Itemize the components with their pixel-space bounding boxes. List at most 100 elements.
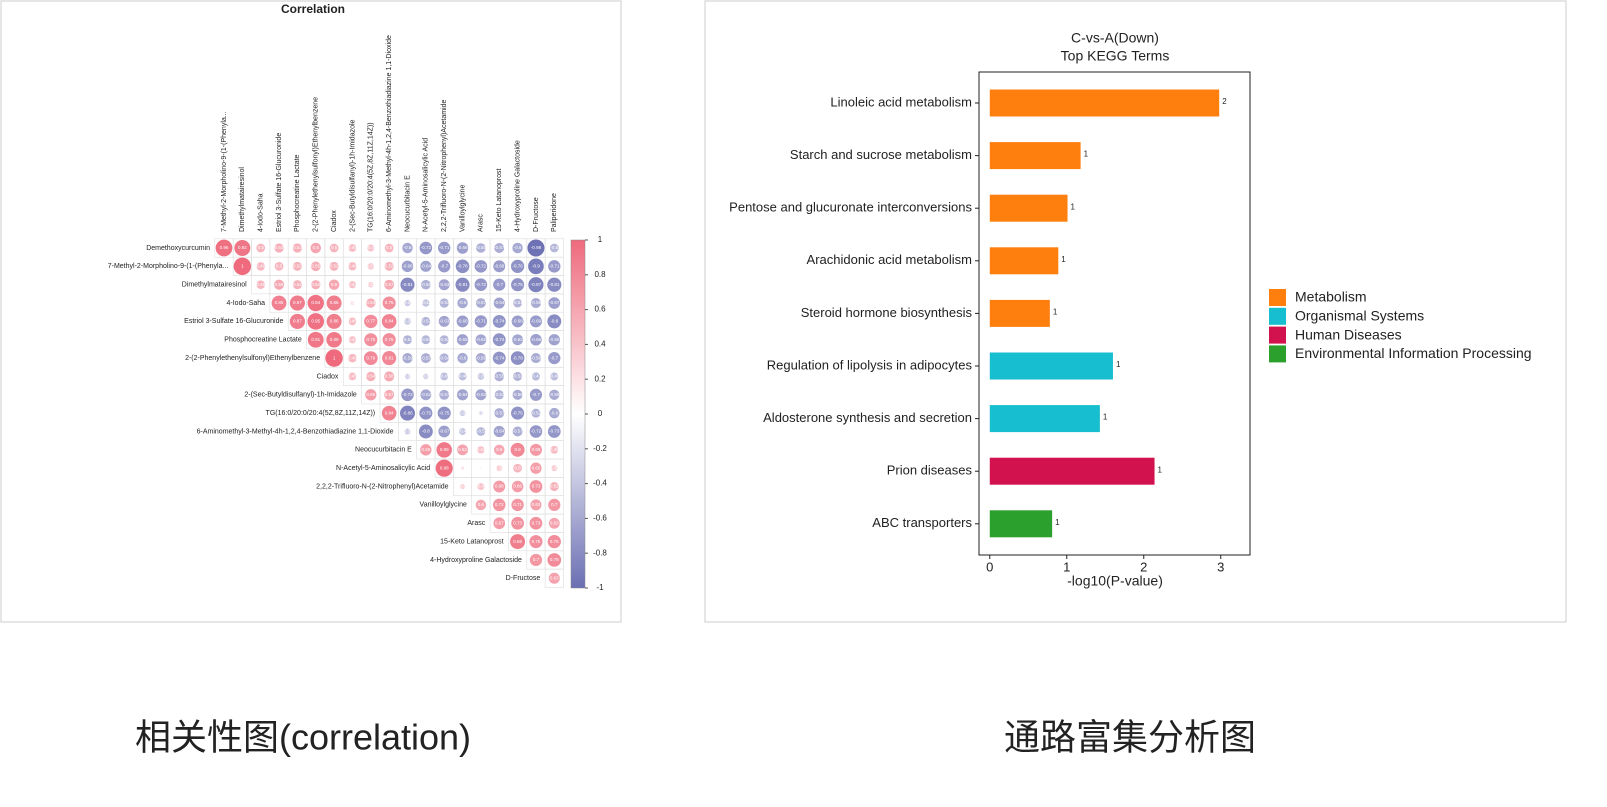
chart-title: Correlation — [281, 2, 345, 16]
count-label: 1 — [1116, 360, 1121, 369]
value-label: -0.57 — [476, 300, 487, 305]
correlation-circle — [400, 277, 415, 292]
column-label: 4-Iodo-Saha — [258, 193, 265, 232]
value-label: 0.49 — [256, 264, 265, 269]
value-label: -0.57 — [439, 392, 450, 397]
bar — [989, 510, 1053, 538]
correlation-circle — [366, 371, 376, 382]
value-label: 0.67 — [495, 520, 504, 525]
value-label: -0.64 — [494, 429, 505, 434]
column-label: Paliperidone — [551, 193, 558, 232]
correlation-circle — [478, 411, 483, 416]
value-label: -0.55 — [421, 282, 432, 287]
row-label: Vanilloylglycine — [420, 502, 467, 509]
correlation-circle — [551, 465, 558, 472]
value-label: -0.57 — [512, 429, 523, 434]
row-label: Neocucurbitacin E — [355, 447, 412, 454]
column-label: Arasc — [478, 214, 485, 232]
correlation-circle — [513, 371, 523, 381]
correlation-circle — [421, 335, 431, 345]
correlation-circle — [530, 333, 542, 346]
correlation-circle — [310, 242, 321, 254]
correlation-circle — [439, 335, 449, 345]
value-label: 0.75 — [366, 337, 375, 342]
value-label: 0.22 — [348, 300, 357, 305]
correlation-circle — [547, 534, 561, 549]
correlation-circle — [477, 483, 485, 491]
value-label: -0.66 — [457, 245, 468, 250]
correlation-circle — [476, 427, 486, 436]
colorbar-tick-label: 0.2 — [594, 374, 606, 383]
correlation-circle — [528, 258, 544, 275]
correlation-circle — [528, 277, 544, 293]
correlation-circle — [365, 389, 377, 401]
value-label: -0.9 — [532, 264, 540, 269]
legend-swatch — [1269, 326, 1286, 344]
value-label: -0.8 — [422, 429, 430, 434]
correlation-circle — [548, 297, 561, 309]
column-label: N-Acetyl-5-Aminosalicylic Acid — [423, 138, 430, 232]
correlation-circle — [401, 388, 414, 402]
value-label: -0.65 — [549, 337, 560, 342]
colorbar-tick-label: -0.2 — [593, 444, 607, 453]
value-label: 0.53 — [275, 245, 284, 250]
correlation-circle — [326, 295, 342, 311]
correlation-circle — [256, 262, 265, 271]
correlation-circle — [492, 333, 506, 347]
value-label: 0.52 — [293, 282, 302, 287]
correlation-circle — [233, 257, 252, 276]
value-label: 0.7 — [551, 502, 558, 507]
value-label: 0.45 — [348, 245, 357, 250]
value-label: 0.52 — [330, 264, 339, 269]
correlation-circle — [531, 408, 541, 418]
value-label: 0.73 — [513, 520, 522, 525]
value-label: 0.87 — [293, 300, 302, 305]
value-label: -0.81 — [402, 282, 413, 287]
value-label: -0.74 — [494, 355, 505, 360]
correlation-circle — [234, 239, 251, 257]
value-label: -0.47 — [531, 374, 542, 379]
value-label: 0.89 — [330, 337, 339, 342]
correlation-circle — [493, 278, 506, 291]
value-label: 0.53 — [311, 282, 320, 287]
value-label: 0.52 — [385, 264, 394, 269]
correlation-circle — [456, 389, 469, 401]
y-tick-label: Aldosterone synthesis and secretion — [763, 410, 972, 425]
value-label: -0.24 — [476, 410, 487, 415]
correlation-circle — [460, 466, 465, 470]
value-label: -0.69 — [531, 319, 542, 324]
value-label: -0.46 — [549, 374, 560, 379]
correlation-circle — [457, 444, 468, 456]
correlation-circle — [348, 244, 357, 252]
correlation-circle — [438, 279, 450, 291]
value-label: 0.6 — [331, 282, 338, 287]
column-label: 2-(2-Phenylethenylsulfonyl)Ethenylbenzen… — [313, 97, 320, 232]
correlation-circle — [421, 279, 431, 290]
correlation-circle — [531, 372, 541, 381]
correlation-circle — [549, 482, 559, 492]
correlation-circle — [511, 480, 524, 493]
column-label: Dimethylmatairesinol — [239, 167, 246, 232]
value-label: 0.68 — [495, 484, 504, 489]
legend-swatch — [1269, 307, 1286, 325]
correlation-circle — [510, 351, 525, 365]
caption: 通路富集分析图 — [1004, 717, 1256, 758]
value-label: 0.72 — [495, 502, 504, 507]
column-label: TG(16:0/20:0/20:4(5Z,8Z,11Z,14Z)) — [368, 122, 375, 232]
value-label: -0.57 — [494, 410, 505, 415]
value-label: 0.53 — [293, 245, 302, 250]
correlation-circle — [402, 242, 413, 254]
value-label: 0.2 — [459, 465, 466, 470]
value-label: -0.72 — [476, 264, 487, 269]
value-label: 0.71 — [513, 502, 522, 507]
value-label: 0.35 — [550, 465, 559, 470]
column-label: Phosphocreatine Lactate — [294, 154, 301, 232]
correlation-circle — [456, 334, 469, 346]
value-label: -0.66 — [531, 337, 542, 342]
value-label: -0.57 — [421, 355, 432, 360]
row-label: 2-(2-Phenylethenylsulfonyl)Ethenylbenzen… — [185, 355, 320, 362]
correlation-circle — [289, 295, 305, 311]
correlation-circle — [474, 260, 488, 273]
correlation-circle — [493, 425, 505, 438]
value-label: -0.7 — [495, 282, 503, 287]
